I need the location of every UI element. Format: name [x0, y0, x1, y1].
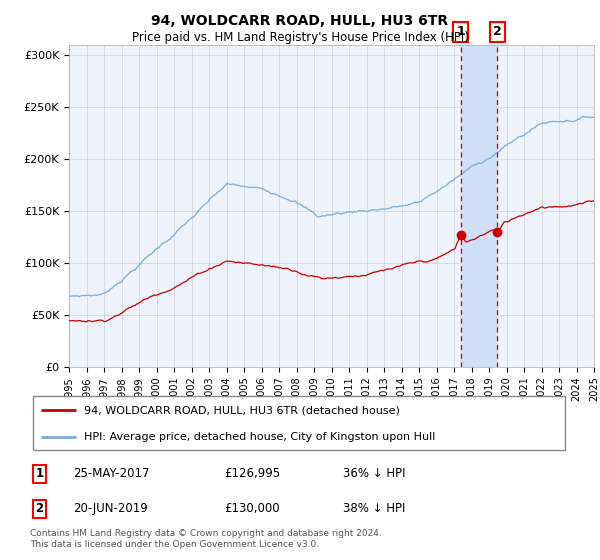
Text: Contains HM Land Registry data © Crown copyright and database right 2024.
This d: Contains HM Land Registry data © Crown c…	[30, 529, 382, 549]
Text: 1: 1	[456, 25, 465, 39]
Text: £126,995: £126,995	[224, 468, 281, 480]
Text: 2: 2	[35, 502, 44, 515]
Text: 2: 2	[493, 25, 502, 39]
Text: Price paid vs. HM Land Registry's House Price Index (HPI): Price paid vs. HM Land Registry's House …	[131, 31, 469, 44]
Text: 20-JUN-2019: 20-JUN-2019	[73, 502, 148, 515]
Bar	[461, 45, 497, 367]
Text: £130,000: £130,000	[224, 502, 280, 515]
Text: 1: 1	[35, 468, 44, 480]
Text: 38% ↓ HPI: 38% ↓ HPI	[343, 502, 406, 515]
Text: 94, WOLDCARR ROAD, HULL, HU3 6TR (detached house): 94, WOLDCARR ROAD, HULL, HU3 6TR (detach…	[84, 405, 400, 416]
Text: 94, WOLDCARR ROAD, HULL, HU3 6TR: 94, WOLDCARR ROAD, HULL, HU3 6TR	[151, 14, 449, 28]
Text: HPI: Average price, detached house, City of Kingston upon Hull: HPI: Average price, detached house, City…	[84, 432, 436, 442]
Text: 36% ↓ HPI: 36% ↓ HPI	[343, 468, 406, 480]
FancyBboxPatch shape	[33, 396, 565, 450]
Text: 25-MAY-2017: 25-MAY-2017	[73, 468, 150, 480]
